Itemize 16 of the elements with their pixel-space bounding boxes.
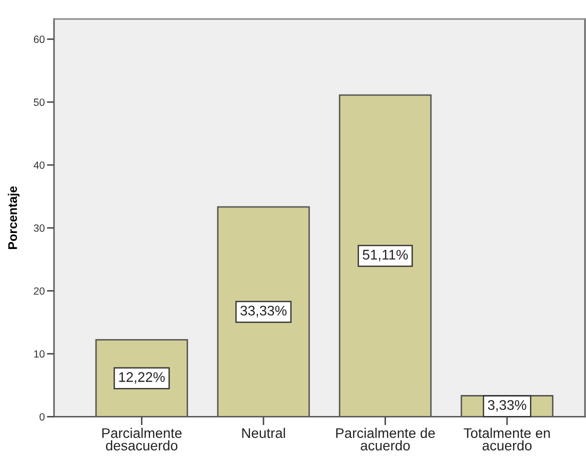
x-tick-label: Parcialmente desacuerdo [102, 428, 182, 450]
y-tick-label: 40 [34, 161, 45, 169]
y-tick-label: 30 [34, 224, 45, 232]
x-tick-label: Neutral [242, 428, 285, 438]
y-tick-label: 60 [34, 36, 45, 44]
data-label: 51,11% [362, 250, 408, 262]
x-tick-label: Parcialmente de acuerdo [336, 428, 435, 450]
y-tick-label: 10 [34, 350, 45, 358]
y-tick-label: 20 [34, 287, 45, 295]
y-tick-label: 50 [34, 98, 45, 106]
x-tick-label: Totalmente en acuerdo [464, 428, 550, 450]
data-label: 12,22% [119, 372, 165, 384]
data-label: 33,33% [240, 306, 287, 318]
y-axis-title: Porcentaje [8, 186, 20, 249]
y-tick-label: 0 [40, 413, 45, 421]
data-label: 3,33% [488, 400, 526, 412]
